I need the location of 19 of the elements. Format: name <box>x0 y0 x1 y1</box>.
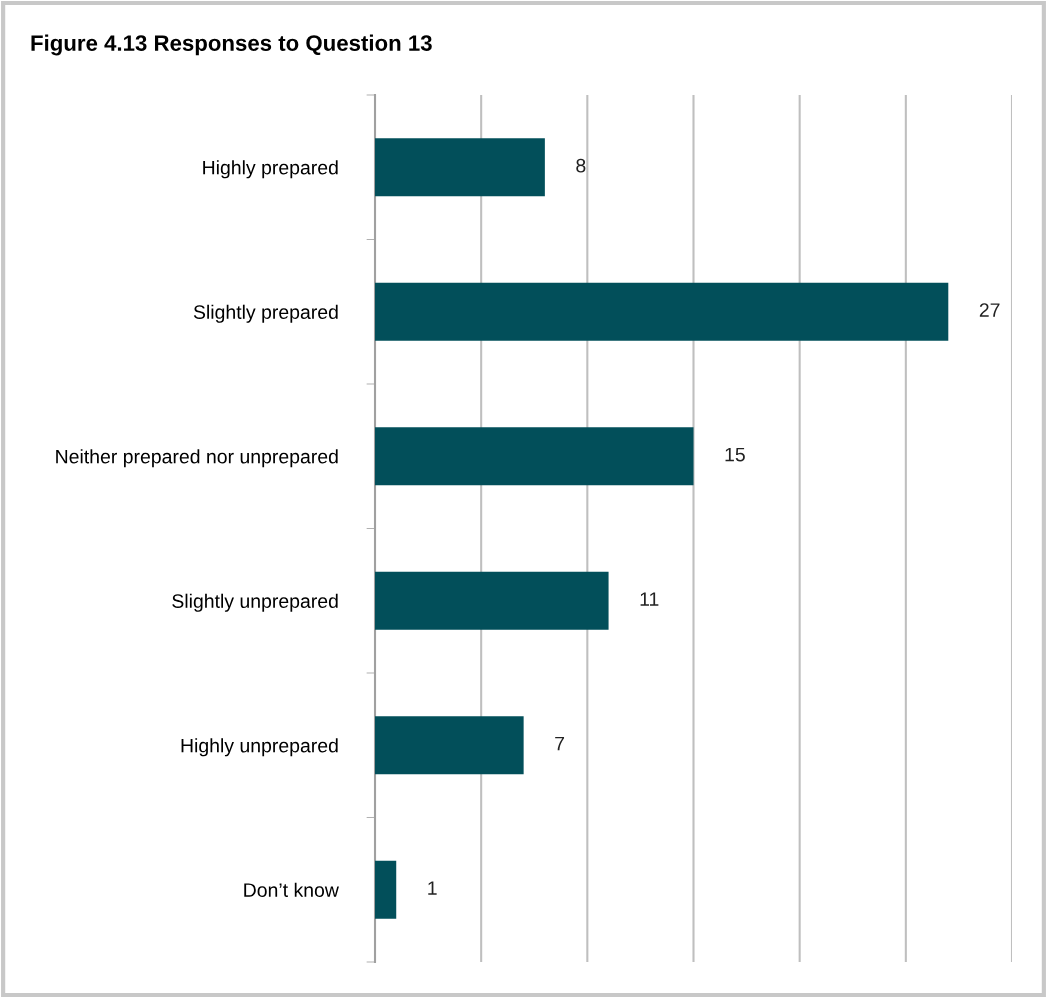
data-label: 15 <box>725 447 745 462</box>
data-label: 8 <box>576 158 586 173</box>
y-tick-label: Don’t know <box>244 882 339 897</box>
y-tick-label: Neither prepared nor unprepared <box>56 449 338 468</box>
y-tick-label: Slightly prepared <box>193 304 338 323</box>
bar <box>375 860 397 919</box>
bar <box>375 571 609 630</box>
data-label: 11 <box>640 592 659 606</box>
data-label: 7 <box>555 736 565 751</box>
bar <box>375 282 949 341</box>
data-label: 27 <box>979 303 1000 317</box>
y-tick-label: Slightly unprepared <box>172 593 338 612</box>
chart-title: Figure 4.13 Responses to Question 13 <box>31 34 432 56</box>
data-label: 1 <box>428 881 437 895</box>
y-tick-label: Highly unprepared <box>181 738 338 757</box>
bar <box>375 716 524 775</box>
y-tick-label: Highly prepared <box>203 160 338 179</box>
bar <box>375 427 694 486</box>
bar <box>375 138 545 197</box>
